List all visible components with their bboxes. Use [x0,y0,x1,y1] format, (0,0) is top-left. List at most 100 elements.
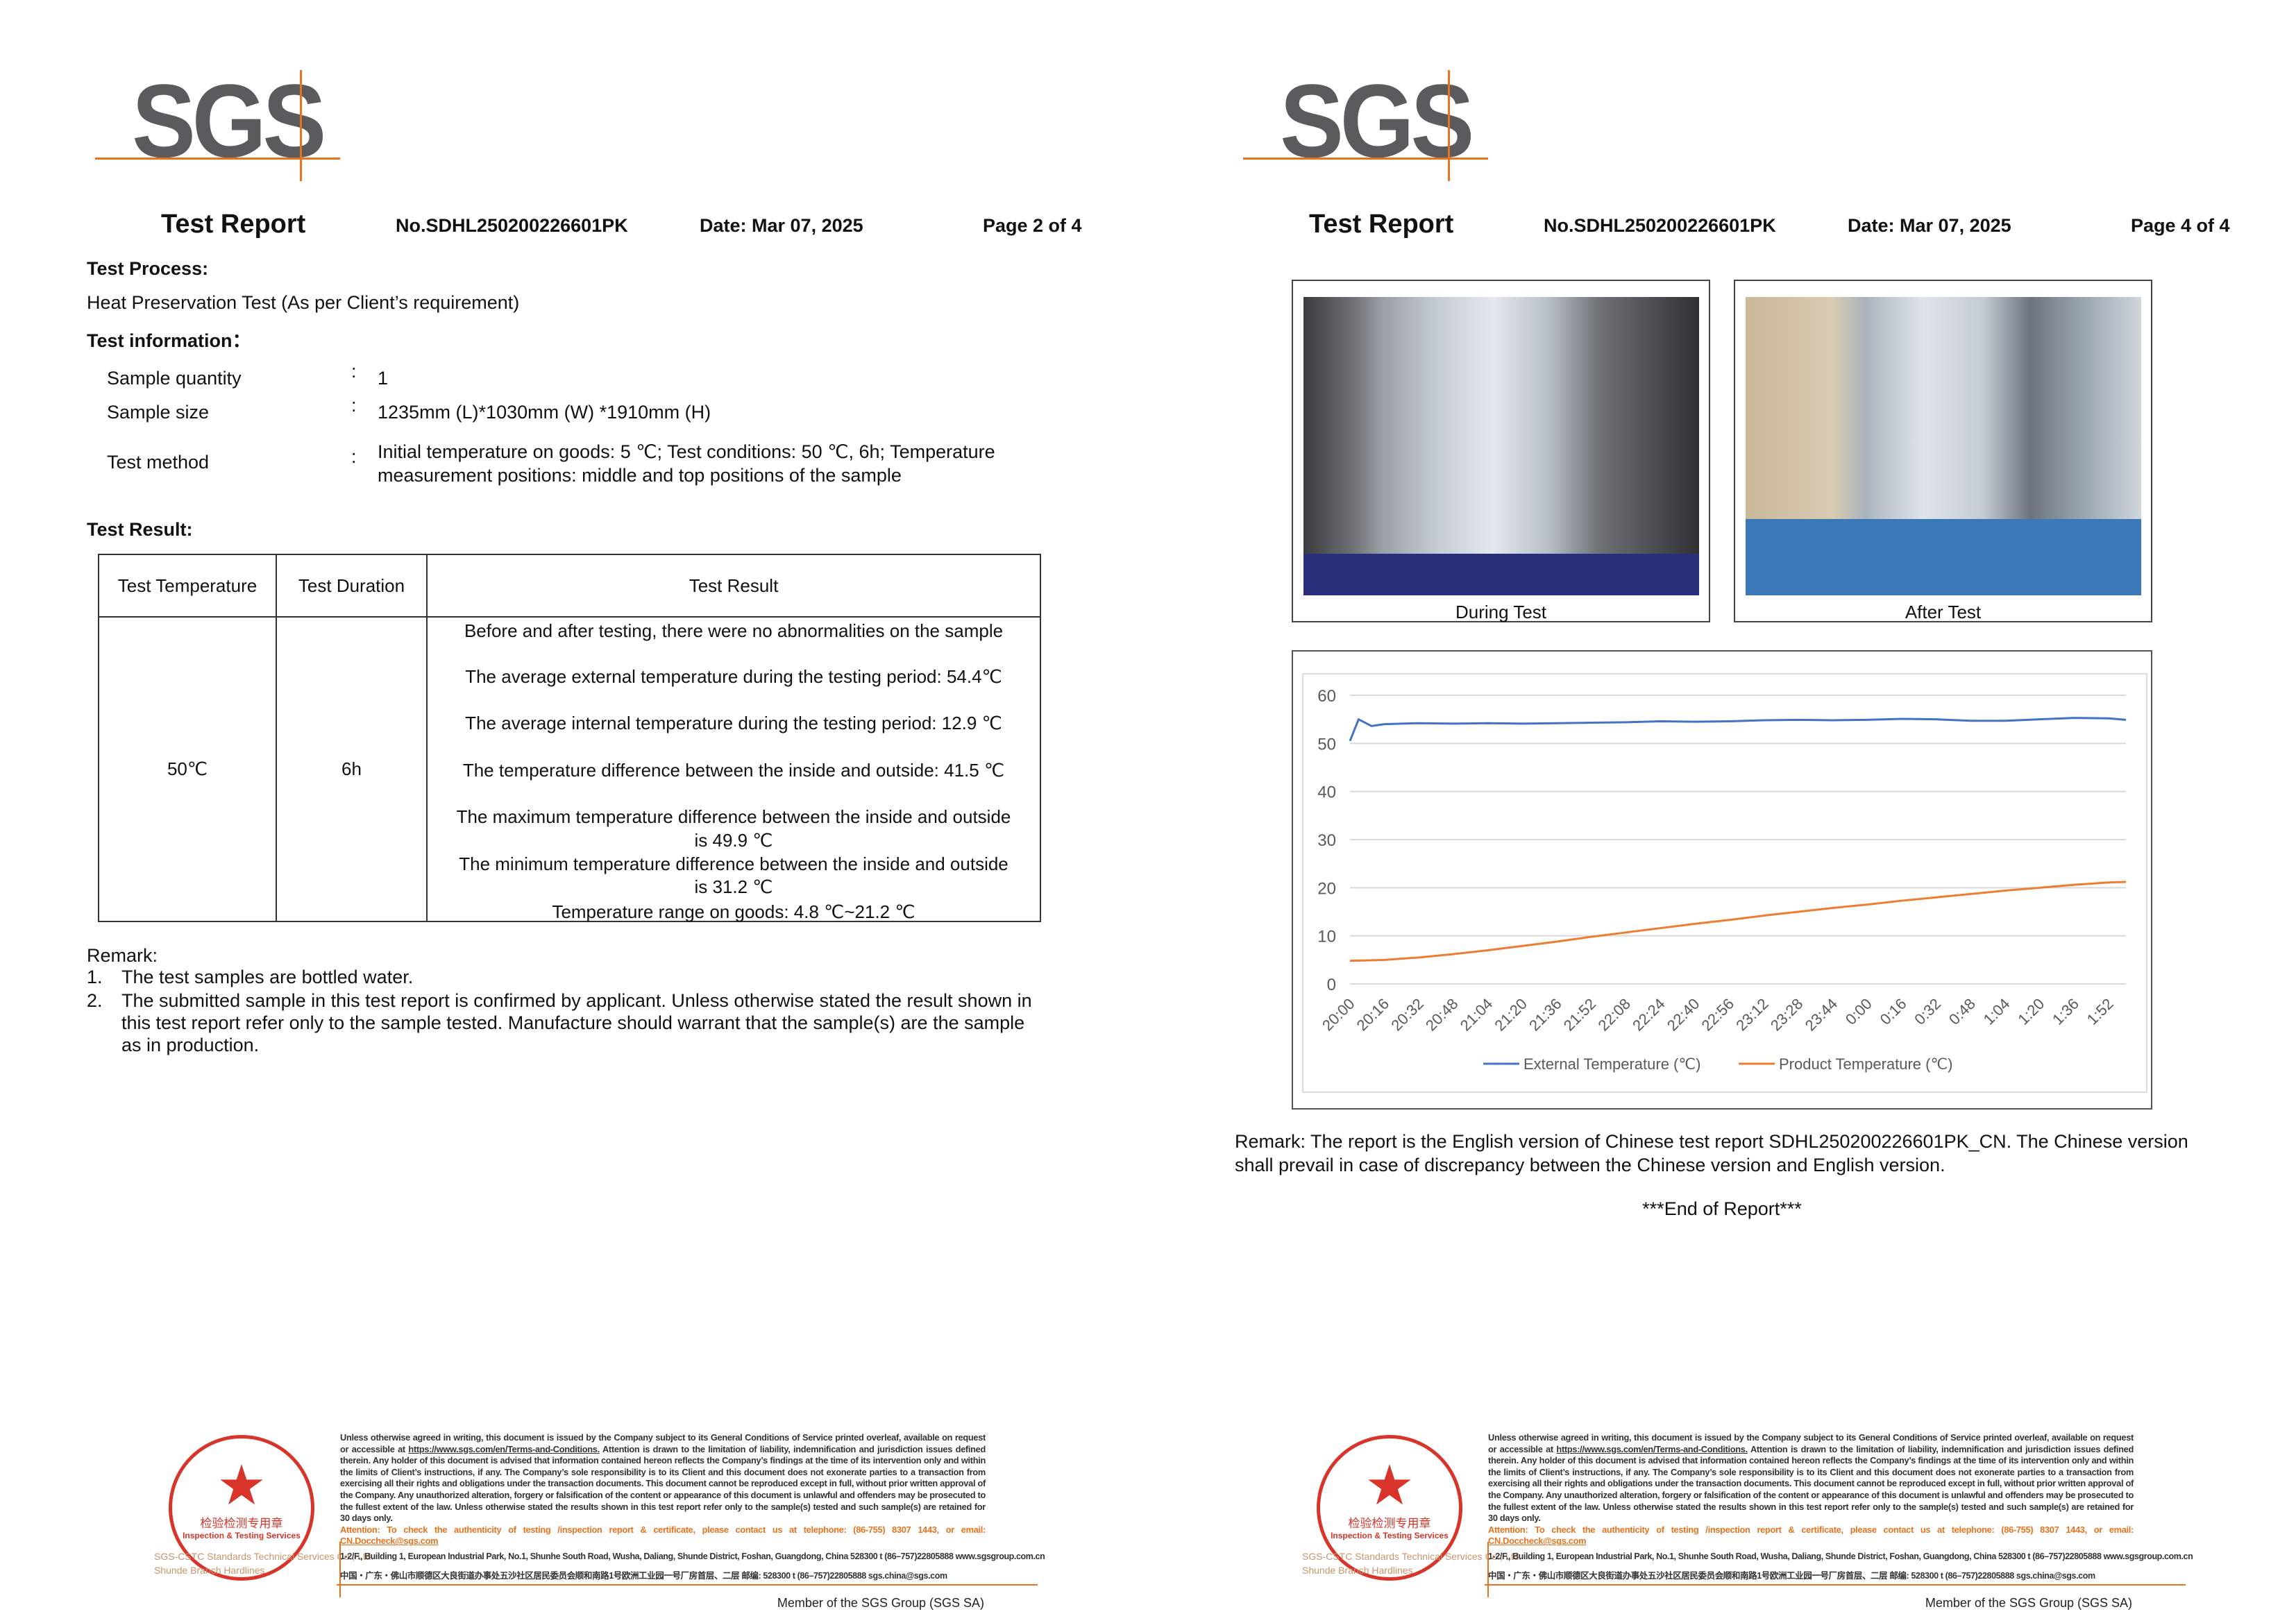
stamp-en: Inspection & Testing Services [183,1531,301,1540]
y-tick-label: 20 [1317,879,1336,898]
footer-line [1485,1584,2186,1586]
y-tick-label: 50 [1317,735,1336,754]
x-tick-label: 23:44 [1802,995,1841,1035]
result-line: The temperature difference between the i… [462,760,1005,781]
info-colon: : [351,395,357,416]
x-tick-label: 1:20 [2014,995,2048,1028]
report-date: Date: Mar 07, 2025 [1848,215,2011,236]
remark-text: as in production. [121,1035,260,1055]
info-value: 1 [378,368,389,389]
terms-link[interactable]: https://www.sgs.com/en/Terms-and-Conditi… [1556,1443,1748,1454]
result-line: is 31.2 ℃ [694,876,773,897]
footer-line [337,1584,1038,1586]
address-cn: 中国・广东・佛山市顺德区大良街道办事处五沙社区居民委员会顺和南路1号欧洲工业园一… [340,1571,947,1581]
terms-link[interactable]: https://www.sgs.com/en/Terms-and-Conditi… [408,1443,600,1454]
result-table: Test Temperature Test Duration Test Resu… [98,554,1041,922]
terms-text: Unless otherwise agreed in writing, this… [340,1432,986,1547]
y-tick-label: 10 [1317,928,1336,946]
photo-during-test: During Test [1292,280,1710,622]
terms-text: Unless otherwise agreed in writing, this… [1488,1432,2134,1547]
x-tick-label: 22:24 [1629,995,1669,1035]
company-name: SGS-CSTC Standards Technical Services Co… [1302,1551,1522,1562]
x-tick-label: 23:28 [1767,995,1807,1035]
page-number: Page 2 of 4 [983,215,1082,236]
chart-frame [1292,650,2152,1110]
y-tick-label: 30 [1317,831,1336,850]
report-date: Date: Mar 07, 2025 [700,215,863,236]
footer-line [1487,1542,1489,1597]
legend-label: External Temperature (℃) [1523,1055,1700,1073]
x-tick-label: 1:36 [2049,995,2082,1028]
sgs-logo: SGS [132,62,326,179]
process-text: Heat Preservation Test (As per Client’s … [87,292,520,313]
inspection-stamp: ★ 检验检测专用章 Inspection & Testing Services [169,1435,314,1581]
end-of-report: ***End of Report*** [1148,1198,2296,1220]
info-label: Sample size [107,402,210,423]
x-tick-label: 23:12 [1732,995,1772,1035]
attention-email-link[interactable]: CN.Doccheck@sgs.com [340,1536,439,1547]
report-title: Test Report [161,210,306,239]
x-tick-label: 22:08 [1594,995,1634,1035]
branch-name: Shunde Branch Hardlines [154,1565,265,1576]
x-tick-label: 0:32 [1911,995,1944,1028]
during-test-image [1303,297,1699,595]
series-line [1349,881,2127,962]
remark-number: 1. [87,967,103,987]
report-page-4: SGS Test Report No.SDHL250200226601PK Da… [1148,0,2296,1623]
remark-text: this test report refer only to the sampl… [121,1012,1025,1033]
x-tick-label: 20:16 [1353,995,1393,1035]
result-line: is 49.9 ℃ [694,830,773,851]
column-header: Test Result [426,554,1041,618]
column-header: Test Duration [276,554,428,618]
test-temperature-cell: 50℃ [98,616,277,922]
after-test-image [1746,297,2141,595]
page-number: Page 4 of 4 [2131,215,2230,236]
x-tick-label: 20:32 [1387,995,1427,1035]
x-tick-label: 0:48 [1945,995,1979,1028]
report-number: No.SDHL250200226601PK [396,215,628,236]
sgs-logo: SGS [1280,62,1474,179]
x-tick-label: 20:48 [1422,995,1462,1035]
y-tick-label: 60 [1317,687,1336,706]
result-line: The minimum temperature difference betwe… [459,853,1008,874]
attention-email-link[interactable]: CN.Doccheck@sgs.com [1488,1536,1587,1547]
logo-line [1243,158,1488,160]
x-tick-label: 20:00 [1319,995,1358,1035]
info-heading: Test information： [87,330,251,351]
address-en: 1-2/F., Building 1, European Industrial … [340,1552,1045,1561]
photo-after-test: After Test [1734,280,2152,622]
remark-text: The test samples are bottled water. [121,967,414,987]
x-tick-label: 21:04 [1457,995,1496,1035]
x-tick-label: 21:52 [1560,995,1600,1035]
address-en: 1-2/F., Building 1, European Industrial … [1488,1552,2193,1561]
remark-text: shall prevail in case of discrepancy bet… [1235,1155,1945,1175]
info-value: measurement positions: middle and top po… [378,465,902,486]
report-number: No.SDHL250200226601PK [1544,215,1776,236]
chart-area [1302,673,2147,1093]
result-heading: Test Result: [87,519,193,540]
remark-heading: Remark: [87,945,158,966]
logo-line [1448,70,1450,181]
terms-text-1: Unless otherwise agreed in writing, this… [1488,1432,2134,1454]
info-label: Sample quantity [107,368,242,389]
company-name: SGS-CSTC Standards Technical Services Co… [154,1551,374,1562]
info-value: 1235mm (L)*1030mm (W) *1910mm (H) [378,402,711,423]
report-title: Test Report [1309,210,1454,239]
result-line: The average external temperature during … [465,666,1002,687]
stamp-cn: 检验检测专用章 [1348,1517,1431,1530]
remark-text: The submitted sample in this test report… [121,990,1032,1011]
member-text: Member of the SGS Group (SGS SA) [777,1596,984,1610]
series-line [1349,717,2127,742]
report-page-2: SGS Test Report No.SDHL250200226601PK Da… [87,62,1082,1610]
x-tick-label: 21:36 [1526,995,1565,1035]
remark-text: Remark: The report is the English versio… [1235,1131,2188,1152]
result-line: The average internal temperature during … [465,713,1002,733]
member-text: Member of the SGS Group (SGS SA) [1925,1596,2132,1610]
star-icon: ★ [1365,1454,1415,1516]
column-header: Test Temperature [98,554,277,618]
info-colon: : [351,361,357,382]
info-value: Initial temperature on goods: 5 ℃; Test … [378,441,995,462]
stamp-cn: 检验检测专用章 [200,1517,283,1530]
result-line: Before and after testing, there were no … [464,620,1004,641]
